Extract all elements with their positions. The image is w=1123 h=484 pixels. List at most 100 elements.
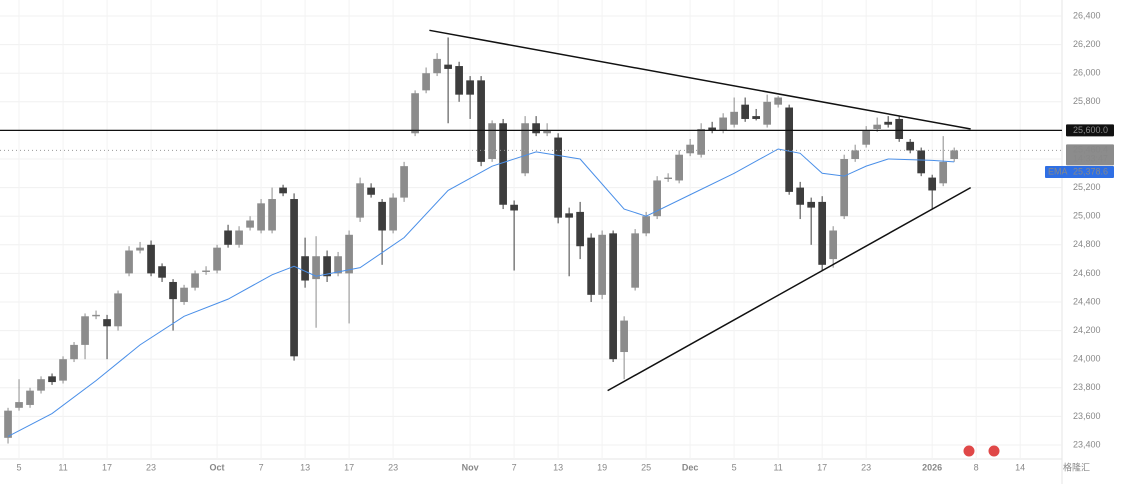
trendline — [607, 186, 972, 392]
candle-body — [202, 270, 210, 272]
candle-body — [796, 187, 805, 205]
x-tick-label: Dec — [682, 462, 699, 472]
candle-body — [840, 159, 849, 217]
candle-body — [334, 256, 342, 274]
y-tick-label: 24,000 — [1073, 354, 1101, 364]
candle-body — [411, 93, 419, 134]
x-tick-label: 11 — [58, 462, 67, 472]
candle-body — [510, 204, 518, 211]
candle-body — [37, 379, 45, 391]
candle-body — [719, 117, 727, 131]
x-tick-label: 7 — [512, 462, 517, 472]
countdown: 14:33:47 — [1073, 154, 1108, 164]
candle-body — [191, 273, 199, 288]
candle-body — [224, 230, 232, 245]
candle-body — [356, 183, 364, 218]
plot — [0, 29, 1062, 444]
candle-body — [752, 116, 761, 119]
candle-body — [4, 410, 12, 438]
candle-body — [664, 177, 672, 180]
candle-body — [136, 247, 144, 251]
price-tag — [1066, 144, 1114, 166]
ema-tag-label: 25,378.6 — [1073, 166, 1108, 176]
candle-body — [70, 344, 78, 360]
candle-body — [213, 247, 221, 271]
y-tick-label: 26,400 — [1073, 10, 1101, 20]
event-icon[interactable] — [987, 444, 1001, 458]
candle-body — [268, 199, 276, 231]
candle-body — [235, 230, 243, 245]
y-tick-label: 25,000 — [1073, 211, 1101, 221]
candle-body — [433, 58, 441, 74]
y-tick-label: 24,400 — [1073, 296, 1101, 306]
candle-body — [565, 213, 573, 218]
x-tick-label: 13 — [553, 462, 563, 472]
candle-body — [543, 130, 551, 134]
candle-body — [180, 287, 188, 302]
candle-body — [532, 123, 540, 134]
candle-body — [642, 216, 650, 234]
x-tick-label: 25 — [641, 462, 651, 472]
candle-body — [246, 220, 254, 228]
candle-body — [576, 211, 584, 247]
candle-body — [807, 201, 816, 208]
ema-tag-name: EMA — [1048, 166, 1068, 176]
candle-body — [763, 101, 772, 125]
candle-body — [906, 141, 915, 151]
candle-body — [81, 316, 89, 345]
candle-body — [48, 376, 56, 383]
candle-body — [477, 80, 485, 162]
candle-body — [686, 144, 694, 154]
candle-body — [895, 118, 904, 139]
price-tag-label: 25,600.0 — [1073, 125, 1108, 135]
candle-body — [147, 244, 155, 274]
x-tick-label: 17 — [344, 462, 354, 472]
candle-body — [653, 180, 661, 217]
y-tick-label: 23,600 — [1073, 411, 1101, 421]
candle-body — [378, 201, 386, 231]
candle-body — [257, 203, 265, 231]
candle-body — [884, 121, 893, 125]
candle-body — [939, 161, 948, 184]
candle-body — [697, 128, 705, 155]
candle-body — [598, 234, 606, 295]
y-tick-label: 24,600 — [1073, 268, 1101, 278]
y-tick-label: 23,400 — [1073, 439, 1101, 449]
x-tick-label: 23 — [146, 462, 156, 472]
x-tick-label: 8 — [974, 462, 979, 472]
candle-body — [675, 154, 683, 181]
candle-body — [290, 199, 298, 357]
x-tick-label: 13 — [300, 462, 310, 472]
x-tick-label: 23 — [388, 462, 398, 472]
candle-body — [741, 104, 749, 119]
x-tick-label: Oct — [210, 462, 225, 472]
x-tick-label: 11 — [773, 462, 782, 472]
candle-body — [466, 80, 474, 95]
y-tick-label: 25,200 — [1073, 182, 1101, 192]
ema-tag — [1045, 166, 1114, 179]
candle-body — [367, 187, 375, 195]
x-tick-label: 5 — [732, 462, 737, 472]
candle-body — [444, 64, 452, 69]
candle-body — [774, 97, 783, 105]
candle-body — [114, 293, 122, 327]
axes: 23,400 23,600 23,800 24,000 24,200 24,400 24,6… — [17, 10, 1114, 472]
candle-body — [323, 256, 331, 277]
candle-body — [950, 150, 959, 160]
candle-body — [851, 150, 860, 160]
y-tick-label: 26,200 — [1073, 39, 1101, 49]
x-tick-label: 7 — [259, 462, 264, 472]
event-icon[interactable] — [962, 444, 976, 458]
candle-body — [631, 233, 639, 288]
candle-body — [301, 256, 309, 281]
candle-body — [312, 256, 320, 280]
x-tick-label: 17 — [817, 462, 827, 472]
candle-body — [829, 230, 838, 260]
y-tick-label: 23,800 — [1073, 382, 1101, 392]
candle-body — [279, 187, 287, 194]
x-tick-label: 19 — [597, 462, 607, 472]
candle-body — [422, 73, 430, 91]
x-tick-label: 17 — [102, 462, 112, 472]
